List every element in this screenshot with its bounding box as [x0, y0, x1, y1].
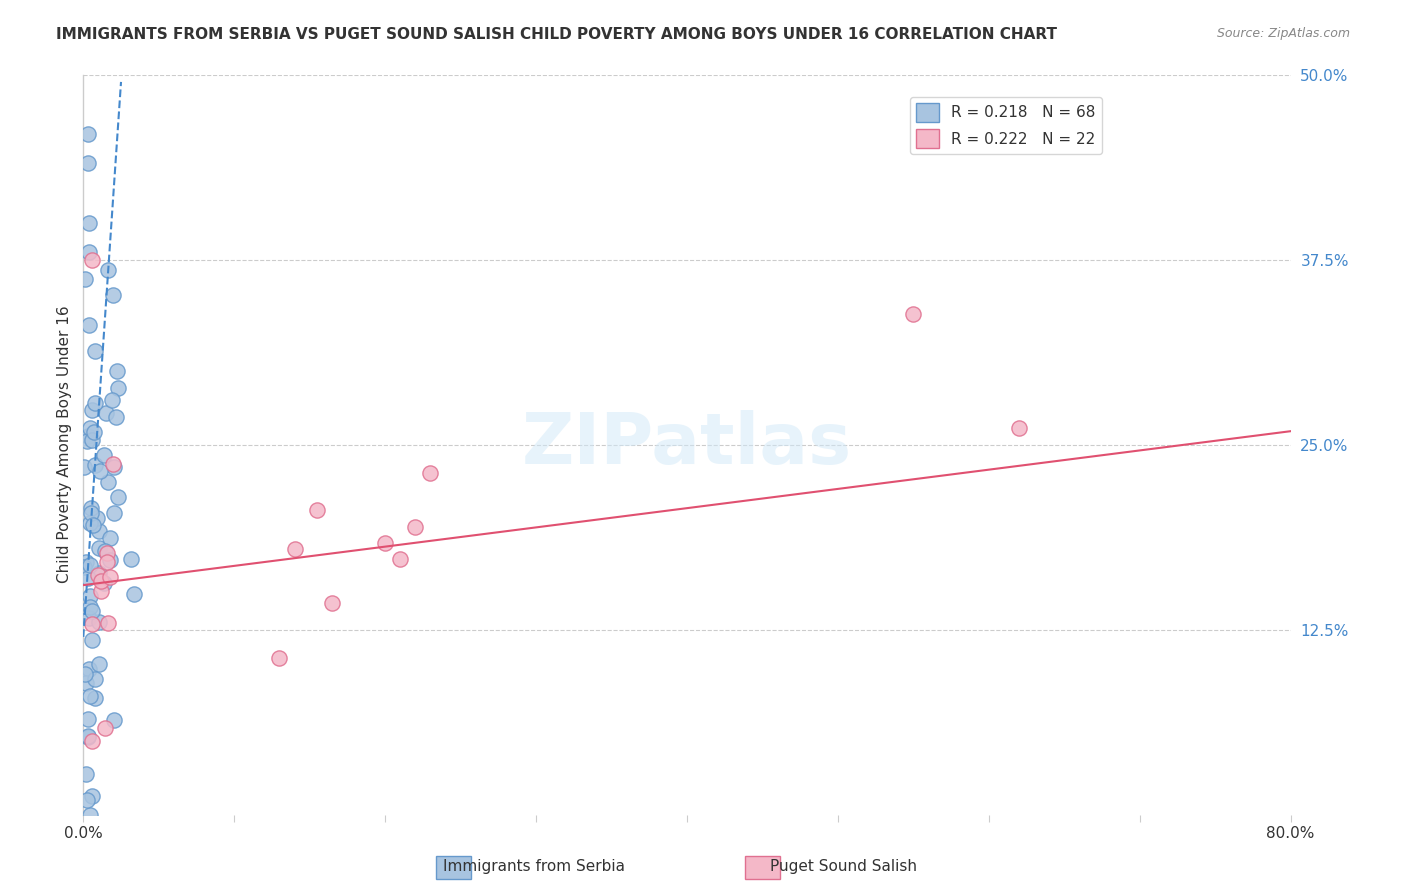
Point [82, 517, 104, 532]
Point [84, 458, 107, 472]
Point [79, 611, 101, 625]
Point [73, 666, 96, 681]
Point [107, 364, 129, 378]
Point [1008, 420, 1031, 434]
Point [80, 434, 103, 448]
Point [284, 541, 307, 556]
Point [93, 449, 115, 463]
Point [76, 793, 98, 807]
Point [77, 572, 100, 586]
Point [73, 459, 96, 474]
Point [87, 657, 110, 672]
Legend: R = 0.218   N = 68, R = 0.222   N = 22: R = 0.218 N = 68, R = 0.222 N = 22 [910, 97, 1102, 154]
Point [76, 156, 98, 170]
Point [79, 807, 101, 822]
Y-axis label: Child Poverty Among Boys Under 16: Child Poverty Among Boys Under 16 [58, 306, 72, 583]
Point [76, 434, 98, 448]
Point [98, 531, 121, 545]
Point [389, 552, 412, 566]
Point [120, 552, 142, 566]
Point [94, 544, 117, 558]
Text: ZIPatlas: ZIPatlas [522, 410, 852, 479]
Point [104, 410, 127, 425]
Point [96, 546, 118, 560]
Point [75, 767, 97, 781]
Text: Source: ZipAtlas.com: Source: ZipAtlas.com [1216, 27, 1350, 40]
Point [321, 596, 343, 610]
Point [103, 457, 125, 471]
Point [374, 536, 396, 550]
Point [82, 633, 104, 648]
Point [307, 503, 329, 517]
Point [101, 287, 124, 301]
Point [87, 524, 110, 538]
Point [83, 396, 105, 410]
Point [404, 520, 426, 534]
Point [86, 510, 108, 524]
Point [82, 617, 104, 632]
Point [90, 583, 112, 598]
Point [903, 307, 925, 321]
Text: Immigrants from Serbia: Immigrants from Serbia [443, 859, 626, 874]
Point [87, 615, 110, 630]
Point [89, 541, 111, 555]
Point [82, 252, 104, 267]
Point [84, 691, 107, 706]
Point [100, 392, 122, 407]
Point [93, 576, 115, 591]
Point [89, 464, 111, 478]
Point [79, 662, 101, 676]
Point [75, 555, 97, 569]
Point [98, 569, 121, 583]
Point [90, 574, 112, 588]
Point [93, 721, 115, 735]
Point [79, 558, 101, 572]
Point [94, 406, 117, 420]
Point [96, 555, 118, 569]
Point [269, 650, 291, 665]
Text: Puget Sound Salish: Puget Sound Salish [770, 859, 917, 874]
Point [75, 675, 97, 690]
Point [97, 475, 120, 489]
Point [98, 553, 121, 567]
Point [79, 421, 101, 435]
Point [86, 567, 108, 582]
Point [77, 318, 100, 333]
Point [80, 789, 103, 803]
Point [76, 127, 98, 141]
Point [73, 272, 96, 286]
Point [103, 460, 125, 475]
Point [76, 731, 98, 745]
Point [83, 425, 105, 439]
Point [77, 429, 100, 443]
Point [103, 506, 125, 520]
Point [103, 713, 125, 727]
Point [82, 604, 104, 618]
Point [79, 215, 101, 229]
Point [79, 600, 101, 615]
Point [419, 467, 441, 481]
Point [80, 506, 103, 520]
Point [80, 733, 103, 747]
Point [107, 490, 129, 504]
Point [97, 616, 120, 631]
Point [84, 344, 107, 359]
Point [107, 381, 129, 395]
Point [79, 516, 101, 530]
Point [97, 263, 120, 277]
Point [83, 672, 105, 686]
Point [79, 589, 101, 603]
Point [77, 712, 100, 726]
Point [82, 403, 104, 417]
Point [79, 245, 101, 260]
Text: IMMIGRANTS FROM SERBIA VS PUGET SOUND SALISH CHILD POVERTY AMONG BOYS UNDER 16 C: IMMIGRANTS FROM SERBIA VS PUGET SOUND SA… [56, 27, 1057, 42]
Point [87, 566, 110, 580]
Point [80, 500, 103, 515]
Point [77, 729, 100, 743]
Point [124, 587, 146, 601]
Point [73, 559, 96, 574]
Point [79, 690, 101, 704]
